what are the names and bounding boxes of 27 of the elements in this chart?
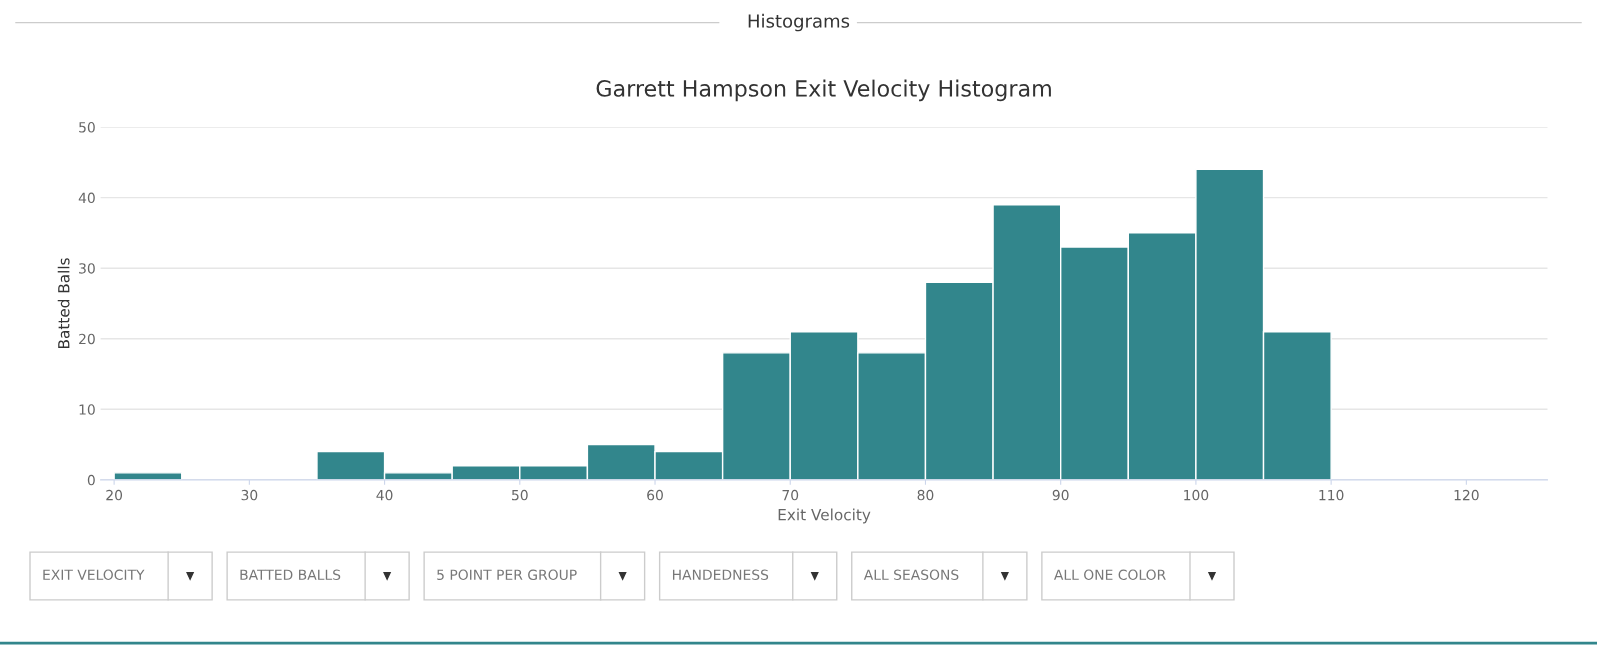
text: Histograms <box>748 13 850 32</box>
x-tick-label: 110 <box>1319 489 1344 501</box>
chart-title: Garrett Hampson Exit Velocity Histogram <box>596 79 1051 102</box>
x-tick-label: 120 <box>1454 489 1479 501</box>
text: 5 POINT PER GROUP <box>437 569 577 581</box>
x-tick-label: 60 <box>647 489 663 501</box>
text: ALL ONE COLOR <box>1053 569 1166 581</box>
y-tick-label: 40 <box>78 192 95 204</box>
y-tick-label: 0 <box>87 474 95 486</box>
y-tick-label: 50 <box>79 122 95 133</box>
x-tick-label: 100 <box>1184 489 1209 501</box>
y-tick-label: 30 <box>79 263 95 274</box>
text: ALL SEASONS <box>863 569 959 581</box>
y-tick-label: 10 <box>79 404 95 415</box>
text: EXIT VELOCITY <box>43 569 145 581</box>
x-tick-label: 80 <box>917 489 934 501</box>
y-axis-title: Batted Balls <box>57 258 70 349</box>
text: HANDEDNESS <box>672 569 769 581</box>
x-tick-label: 70 <box>782 489 799 501</box>
y-tick-label: 20 <box>79 333 95 345</box>
x-tick-label: 30 <box>241 489 258 501</box>
x-axis-title: Exit Velocity <box>778 508 871 524</box>
x-tick-label: 40 <box>376 489 393 501</box>
text: BATTED BALLS <box>240 569 341 581</box>
x-tick-label: 90 <box>1052 489 1069 501</box>
x-tick-label: 50 <box>512 489 528 501</box>
x-tick-label: 20 <box>106 489 123 501</box>
